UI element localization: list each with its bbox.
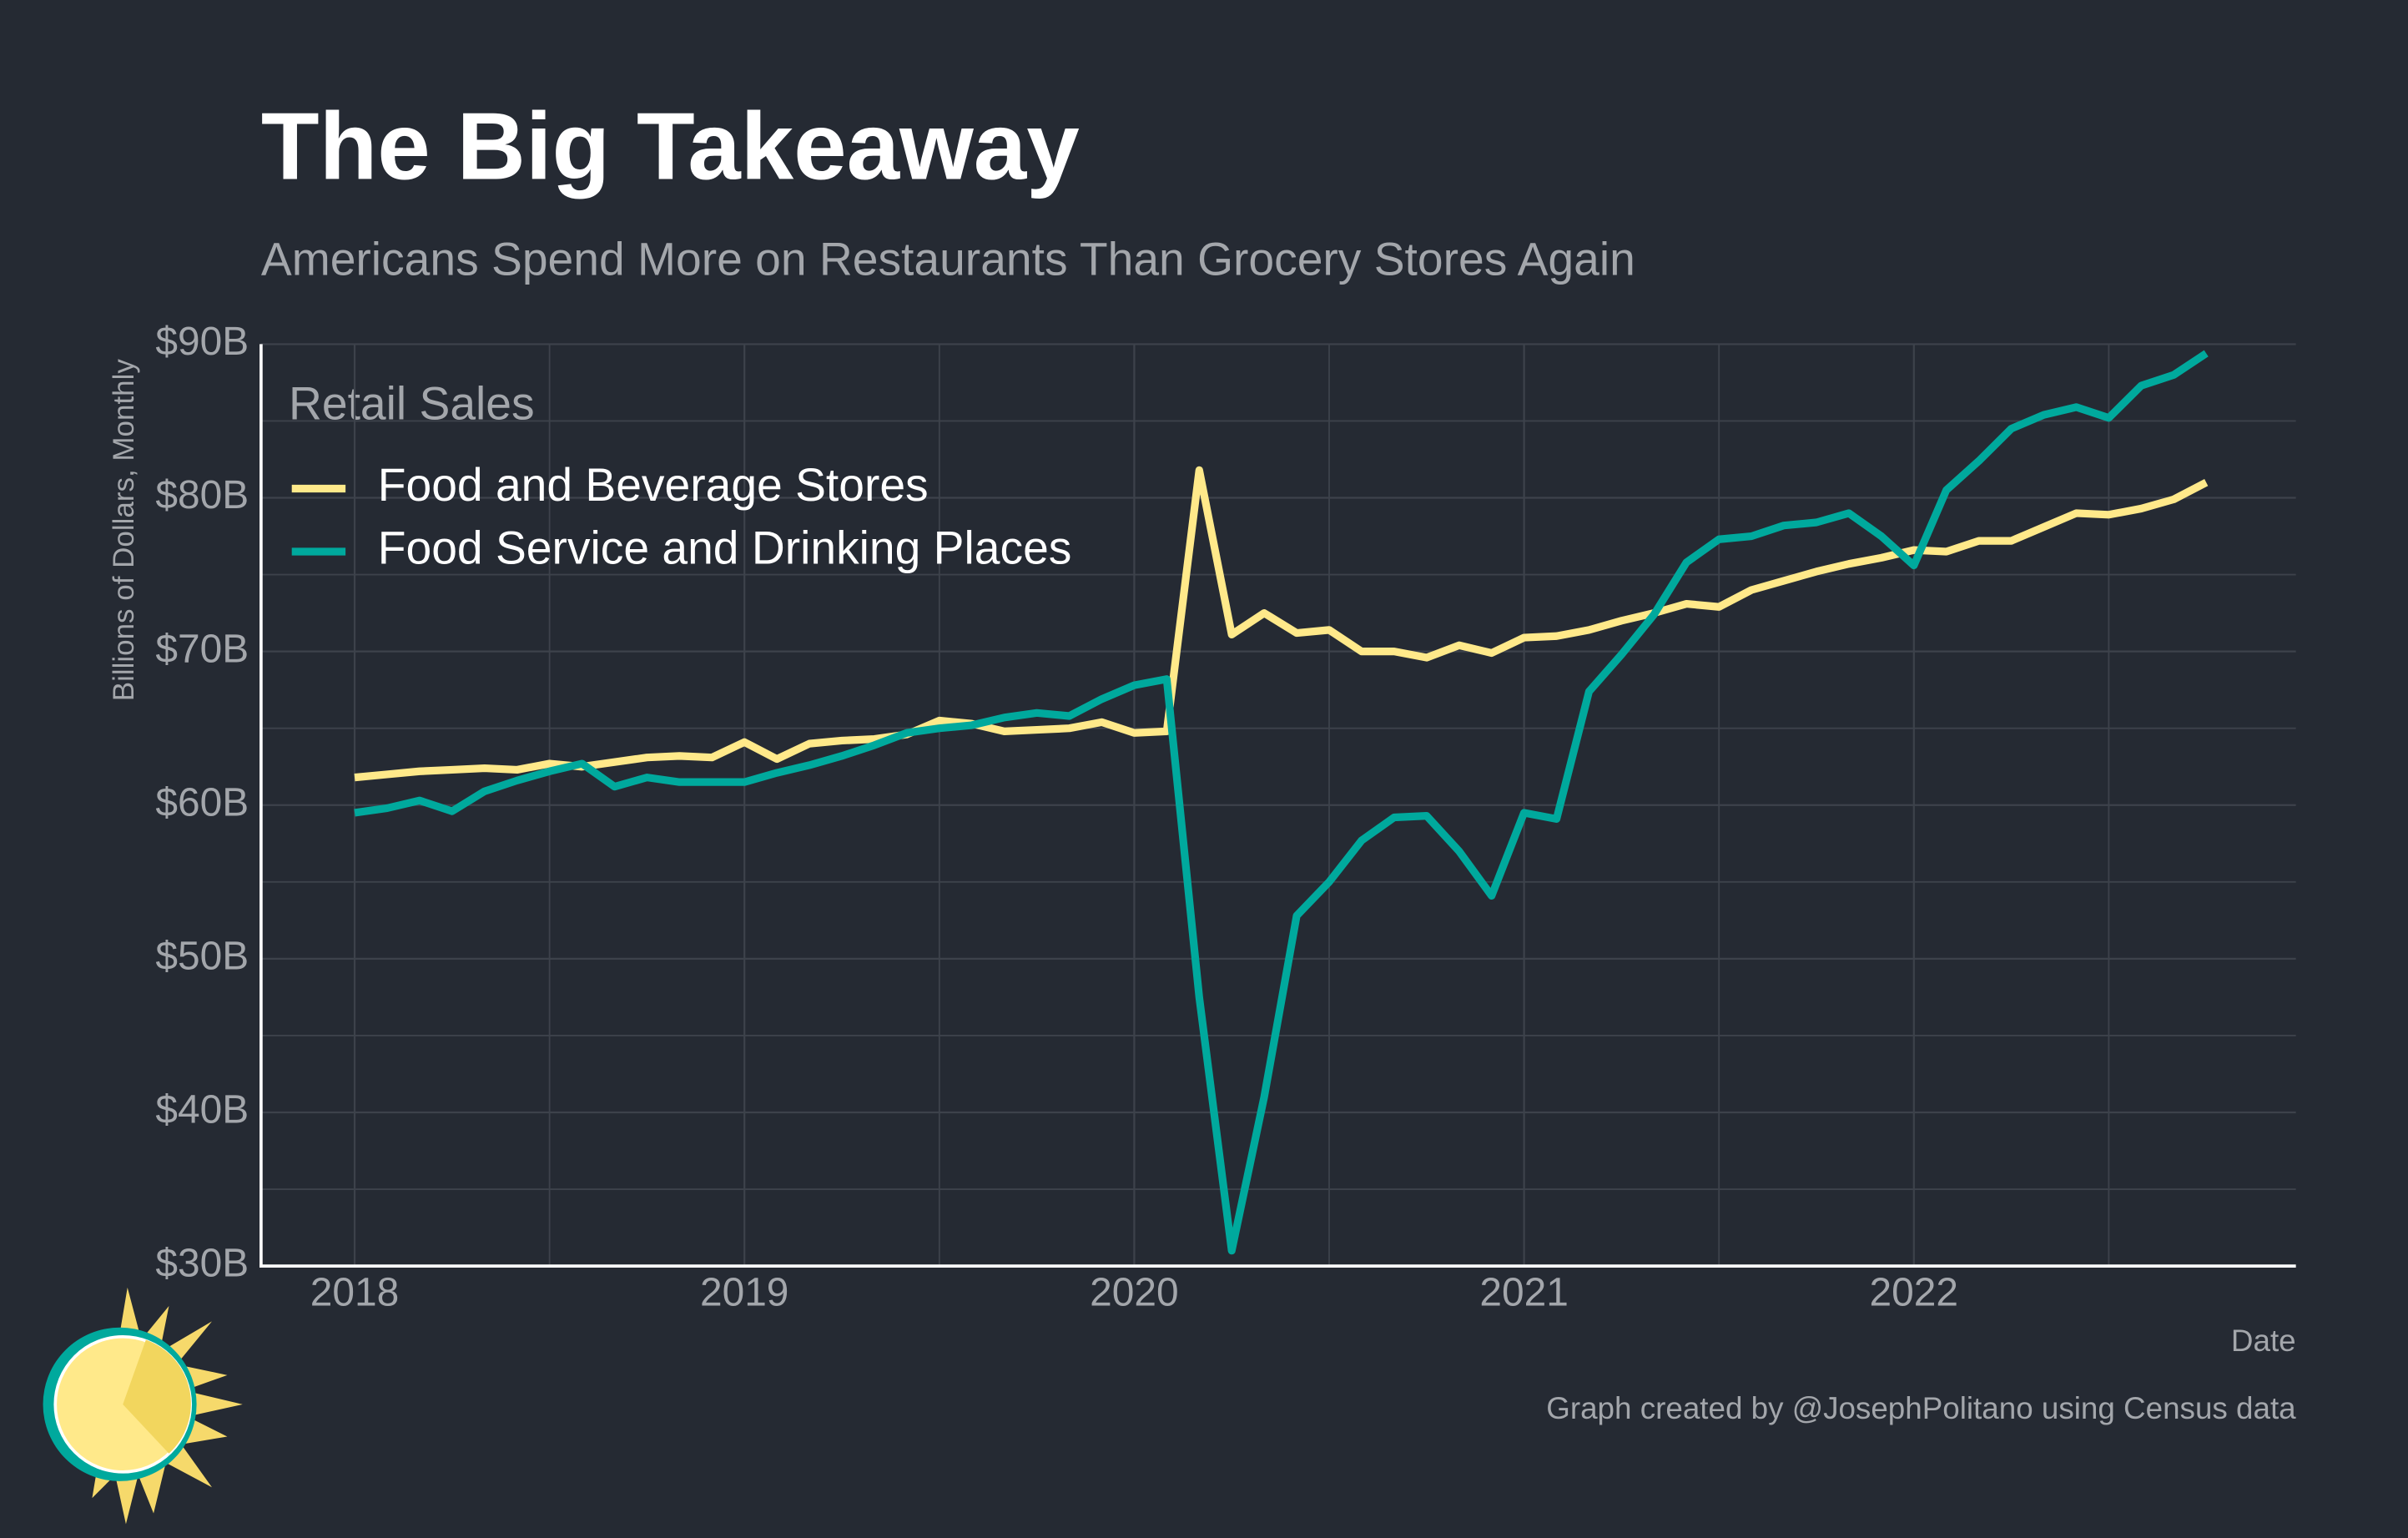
- x-tick-label: 2022: [1870, 1271, 1958, 1315]
- x-tick-label: 2020: [1090, 1271, 1178, 1315]
- y-tick-label: $70B: [155, 627, 249, 671]
- y-tick-label: $50B: [155, 935, 249, 979]
- x-tick-label: 2018: [310, 1271, 399, 1315]
- x-axis-label: Date: [2231, 1324, 2296, 1358]
- x-tick-label: 2019: [700, 1271, 788, 1315]
- chart-subtitle: Americans Spend More on Restaurants Than…: [261, 233, 1635, 285]
- x-tick-label: 2021: [1479, 1271, 1568, 1315]
- y-tick-label: $80B: [155, 473, 249, 517]
- y-tick-label: $40B: [155, 1088, 249, 1132]
- chart-title: The Big Takeaway: [261, 93, 1080, 199]
- logo: [43, 1287, 243, 1525]
- series-line: [354, 350, 2209, 1255]
- y-axis-label: Billions of Dollars, Monthly: [108, 359, 140, 702]
- y-tick-label: $60B: [155, 780, 249, 824]
- legend-label: Food and Beverage Stores: [378, 459, 929, 511]
- y-tick-label: $90B: [155, 320, 249, 364]
- legend-label: Food Service and Drinking Places: [378, 522, 1072, 574]
- caption: Graph created by @JosephPolitano using C…: [1546, 1391, 2296, 1425]
- sun-shade: [123, 1339, 191, 1454]
- y-tick-label: $30B: [155, 1242, 249, 1286]
